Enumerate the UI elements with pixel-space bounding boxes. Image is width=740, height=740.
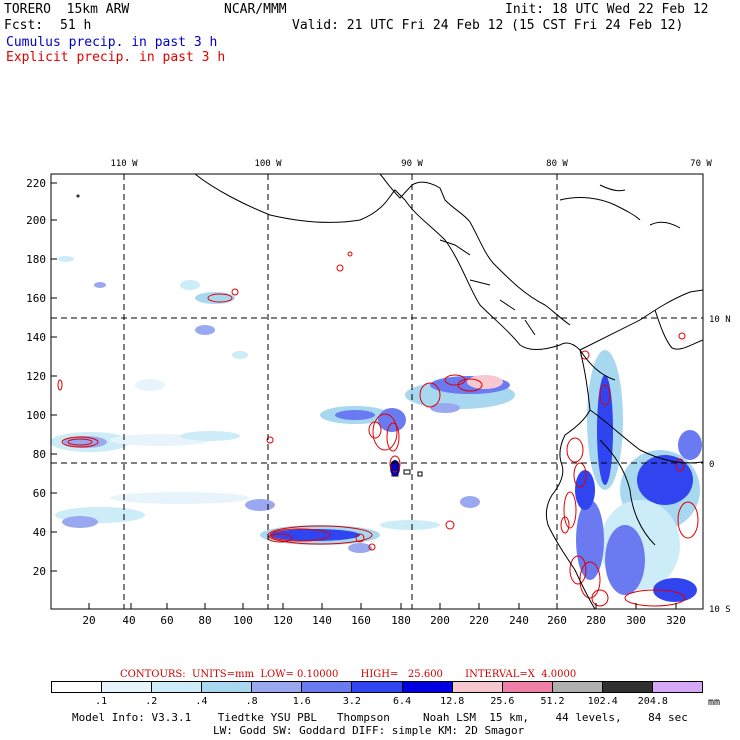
grid-y-label: 20 (33, 565, 46, 578)
map-frame (50, 173, 704, 610)
color-bar-label: .4 (195, 696, 208, 707)
init-time: Init: 18 UTC Wed 22 Feb 12 (505, 2, 709, 17)
color-bar-swatch (252, 682, 303, 692)
cumulus-precip-areas (51, 256, 702, 602)
lon-label: 110 W (110, 159, 138, 169)
colorbar-units: mm (708, 697, 721, 708)
grid-x-label: 100 (233, 614, 253, 627)
grid-x-label: 140 (312, 614, 332, 627)
cumulus-legend: Cumulus precip. in past 3 h (6, 35, 218, 50)
color-bar-label: .8 (245, 696, 258, 707)
grid-x-label: 300 (626, 614, 646, 627)
grid-x-label: 200 (430, 614, 450, 627)
color-bar-label: 204.8 (637, 696, 668, 707)
grid-y-label: 80 (33, 448, 46, 461)
grid-y-label: 120 (26, 370, 46, 383)
color-bar-label: 6.4 (393, 696, 412, 707)
grid-x-label: 20 (82, 614, 95, 627)
color-bar-swatch (652, 682, 703, 692)
grid-x-label: 180 (391, 614, 411, 627)
color-bar-swatch (402, 682, 453, 692)
axis-ticks (51, 182, 677, 609)
color-bar-swatch (552, 682, 603, 692)
grid-x-label: 240 (509, 614, 529, 627)
lat-label: 10 N (709, 315, 731, 325)
grid-y-label: 180 (26, 253, 46, 266)
color-bar-swatch (452, 682, 503, 692)
color-bar-swatch (152, 682, 203, 692)
grid-y-label: 100 (26, 409, 46, 422)
coastlines (76, 174, 703, 609)
grid-y-label: 60 (33, 487, 46, 500)
grid-x-label: 80 (198, 614, 211, 627)
contours-info: CONTOURS: UNITS=mm LOW= 0.10000 HIGH= 25… (120, 669, 577, 680)
valid-time: Valid: 21 UTC Fri 24 Feb 12 (15 CST Fri … (292, 18, 684, 33)
model-info: Model Info: V3.3.1 Tiedtke YSU PBL Thomp… (72, 711, 688, 724)
lon-label: 80 W (546, 159, 568, 169)
explicit-legend: Explicit precip. in past 3 h (6, 50, 226, 65)
grid-x-label: 220 (469, 614, 489, 627)
grid-x-label: 160 (351, 614, 371, 627)
color-bar-label: 51.2 (540, 696, 565, 707)
grid-y-label: 40 (33, 526, 46, 539)
color-bar-swatch (502, 682, 553, 692)
color-bar-label: 102.4 (587, 696, 618, 707)
model-physics: LW: Godd SW: Goddard DIFF: simple KM: 2D… (213, 724, 525, 737)
color-bar-swatch (202, 682, 253, 692)
color-bar-label: 12.8 (440, 696, 465, 707)
color-bar-swatch (52, 682, 103, 692)
color-bar-label: 3.2 (342, 696, 361, 707)
lon-label: 100 W (254, 159, 282, 169)
color-bar-swatch (302, 682, 353, 692)
color-bar-label: 1.6 (292, 696, 311, 707)
color-bar-label: .2 (145, 696, 158, 707)
grid-y-label: 220 (26, 177, 46, 190)
lon-label: 70 W (690, 159, 712, 169)
grid-x-label: 40 (122, 614, 135, 627)
color-bar-label: .1 (95, 696, 108, 707)
color-bar-swatch (352, 682, 403, 692)
lat-label: 10 S (709, 605, 731, 615)
fcst-label: Fcst: (4, 18, 44, 33)
model-title: TORERO 15km ARW (4, 2, 130, 17)
org-label: NCAR/MMM (224, 2, 287, 17)
lon-label: 90 W (401, 159, 423, 169)
grid-x-label: 60 (160, 614, 173, 627)
color-bar-label: 25.6 (490, 696, 515, 707)
color-bar-swatch (102, 682, 153, 692)
grid-y-label: 140 (26, 331, 46, 344)
lat-label: 0 (709, 460, 714, 470)
graticule (51, 174, 703, 609)
color-bar (51, 681, 703, 693)
grid-y-label: 200 (26, 214, 46, 227)
grid-x-label: 320 (666, 614, 686, 627)
grid-x-label: 120 (273, 614, 293, 627)
color-bar-swatch (602, 682, 653, 692)
grid-x-label: 280 (586, 614, 606, 627)
grid-y-label: 160 (26, 292, 46, 305)
grid-x-label: 260 (547, 614, 567, 627)
fcst-value: 51 h (60, 18, 92, 33)
